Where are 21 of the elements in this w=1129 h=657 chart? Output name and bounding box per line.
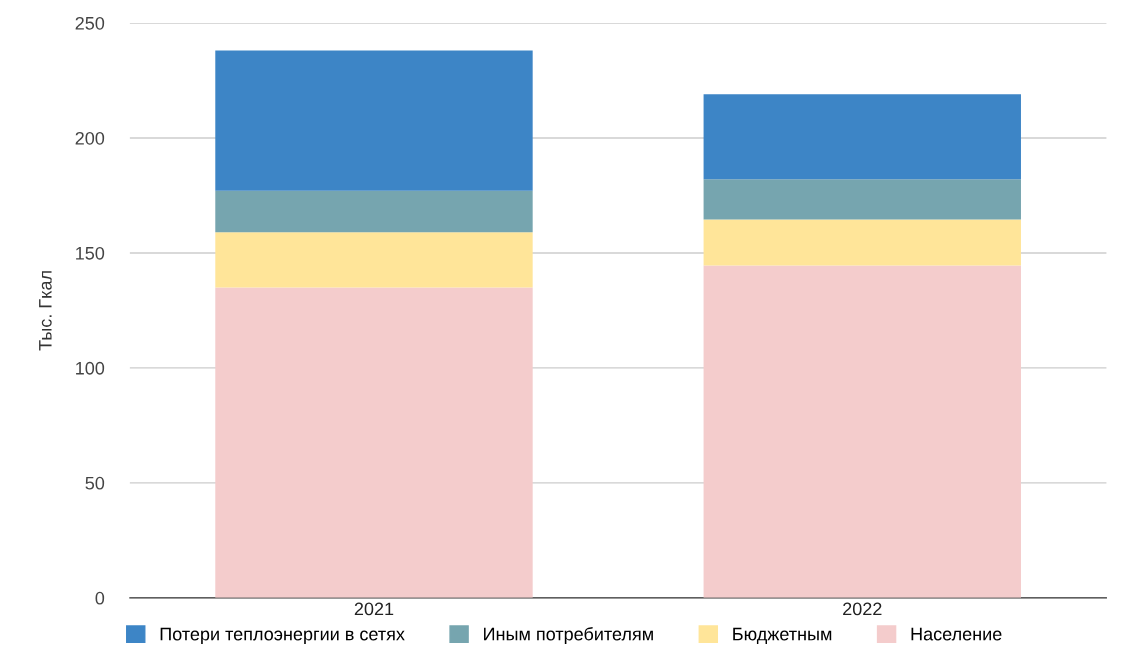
legend-label: Бюджетным — [733, 627, 832, 644]
bar — [215, 190, 533, 233]
y-tick-label: 100 — [76, 361, 105, 375]
bar — [215, 287, 533, 598]
bar — [215, 50, 533, 191]
bar — [703, 219, 1021, 266]
legend-label: Население — [911, 627, 1002, 641]
legend-label: Потери теплоэнергии в сетях — [160, 627, 405, 645]
y-axis-title: Тыс. Гкал — [39, 271, 52, 351]
y-tick-label: 200 — [75, 131, 105, 145]
y-tick-label: 0 — [95, 591, 105, 605]
y-tick-label: 250 — [75, 16, 105, 30]
x-tick-label: 2021 — [354, 602, 394, 616]
legend-label: Иным потребителям — [484, 627, 653, 645]
y-tick-label: 150 — [76, 246, 105, 260]
bar — [215, 232, 533, 288]
bar — [703, 179, 1021, 220]
x-tick-label: 2022 — [843, 602, 882, 616]
bar — [703, 265, 1021, 598]
y-tick-label: 50 — [85, 476, 105, 490]
bar — [703, 94, 1021, 180]
